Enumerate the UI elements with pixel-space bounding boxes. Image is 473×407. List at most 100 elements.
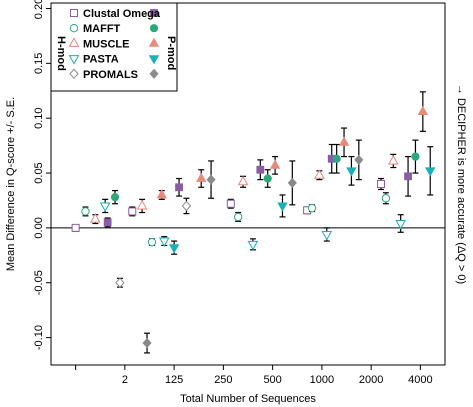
data-point: [128, 206, 137, 217]
legend-entry: Clustal Omega: [70, 8, 161, 20]
point-marker: [269, 159, 281, 169]
point-marker: [381, 194, 391, 203]
data-point: [175, 177, 183, 197]
data-point: [387, 153, 399, 169]
data-point: [277, 194, 288, 218]
legend-label: MUSCLE: [83, 38, 129, 50]
data-point: [321, 227, 333, 242]
legend-label: PROMALS: [83, 69, 138, 81]
point-marker: [156, 189, 167, 199]
point-marker: [89, 213, 101, 223]
data-point: [110, 189, 120, 205]
legend-open-marker: [68, 55, 80, 65]
point-marker: [175, 183, 183, 192]
point-marker: [237, 175, 249, 186]
data-point: [404, 155, 412, 197]
y-tick-label: 0.20: [33, 0, 45, 19]
data-point: [287, 160, 297, 206]
data-point: [147, 237, 157, 247]
data-point: [269, 155, 281, 175]
right-annotation: → DECIPHER is more accurate (ΔQ > 0): [455, 84, 467, 284]
data-point: [314, 169, 325, 181]
legend-label: Clustal Omega: [83, 8, 161, 20]
data-point: [233, 211, 243, 222]
data-point: [417, 91, 429, 132]
data-point: [411, 139, 420, 174]
legend-open-marker: [68, 37, 80, 47]
data-point: [256, 159, 265, 181]
x-axis-title: Total Number of Sequences: [180, 393, 316, 405]
y-tick-label: 0.10: [33, 107, 45, 128]
data-point: [196, 169, 207, 188]
data-point: [376, 177, 385, 191]
data-point: [71, 223, 80, 232]
point-marker: [71, 223, 80, 232]
legend: H-mod P-mod Clustal Omega MAFFT MUSCLE PAST…: [50, 2, 178, 92]
point-marker: [417, 105, 429, 115]
point-marker: [263, 174, 272, 183]
point-marker: [314, 169, 325, 179]
data-point: [158, 236, 170, 248]
point-marker: [196, 172, 207, 182]
y-tick-label: 0.15: [33, 53, 45, 74]
data-point: [168, 240, 180, 255]
point-marker: [99, 202, 111, 212]
data-points: [71, 91, 436, 354]
x-tick-label: 500: [263, 374, 281, 386]
point-marker: [233, 212, 243, 222]
point-marker: [277, 202, 288, 212]
point-marker: [307, 203, 317, 213]
point-marker: [142, 337, 152, 349]
point-marker: [81, 207, 90, 216]
point-marker: [354, 154, 364, 165]
y-tick-label: 0.05: [33, 162, 45, 183]
data-point: [247, 238, 259, 251]
legend-filled-marker: [150, 9, 158, 17]
x-tick-label: 1000: [310, 374, 334, 386]
point-marker: [128, 207, 137, 216]
legend-right-header: P-mod: [165, 36, 177, 70]
point-marker: [346, 167, 357, 177]
y-tick-label: -0.05: [33, 270, 45, 295]
data-point: [142, 332, 152, 354]
plot-frame: [50, 2, 446, 366]
legend-filled-marker: [148, 37, 160, 47]
point-marker: [168, 244, 180, 254]
data-point: [81, 206, 90, 217]
legend-open-marker: [69, 68, 79, 80]
data-point: [181, 197, 192, 215]
point-marker: [247, 240, 259, 251]
data-point: [338, 127, 350, 158]
x-tick-label: 250: [214, 374, 232, 386]
data-point: [354, 139, 364, 181]
point-marker: [411, 152, 420, 161]
data-point: [395, 214, 407, 233]
point-marker: [387, 154, 399, 165]
point-marker: [395, 219, 407, 230]
point-marker: [226, 199, 235, 208]
legend-entry: MAFFT: [69, 23, 159, 35]
point-marker: [206, 174, 216, 185]
data-point: [307, 203, 317, 213]
point-marker: [181, 200, 192, 212]
x-tick-label: 2: [122, 374, 128, 386]
legend-entry: PASTA: [68, 54, 160, 66]
legend-filled-marker: [149, 24, 159, 33]
x-tick-label: 4000: [408, 374, 432, 386]
data-point: [226, 198, 235, 209]
point-marker: [256, 165, 265, 174]
y-tick-label: 0.00: [33, 217, 45, 238]
x-tick-label: 125: [165, 374, 183, 386]
point-marker: [404, 172, 412, 181]
data-point: [381, 192, 391, 205]
data-point: [206, 160, 216, 199]
point-marker: [158, 237, 170, 248]
x-axis: 2 125 250 500 1000 2000 4000: [75, 365, 433, 386]
data-point: [346, 155, 357, 186]
y-tick-label: -0.10: [33, 325, 45, 350]
data-point: [115, 277, 125, 288]
legend-entry: MUSCLE: [68, 37, 160, 50]
data-point: [263, 169, 272, 188]
point-marker: [147, 237, 157, 247]
